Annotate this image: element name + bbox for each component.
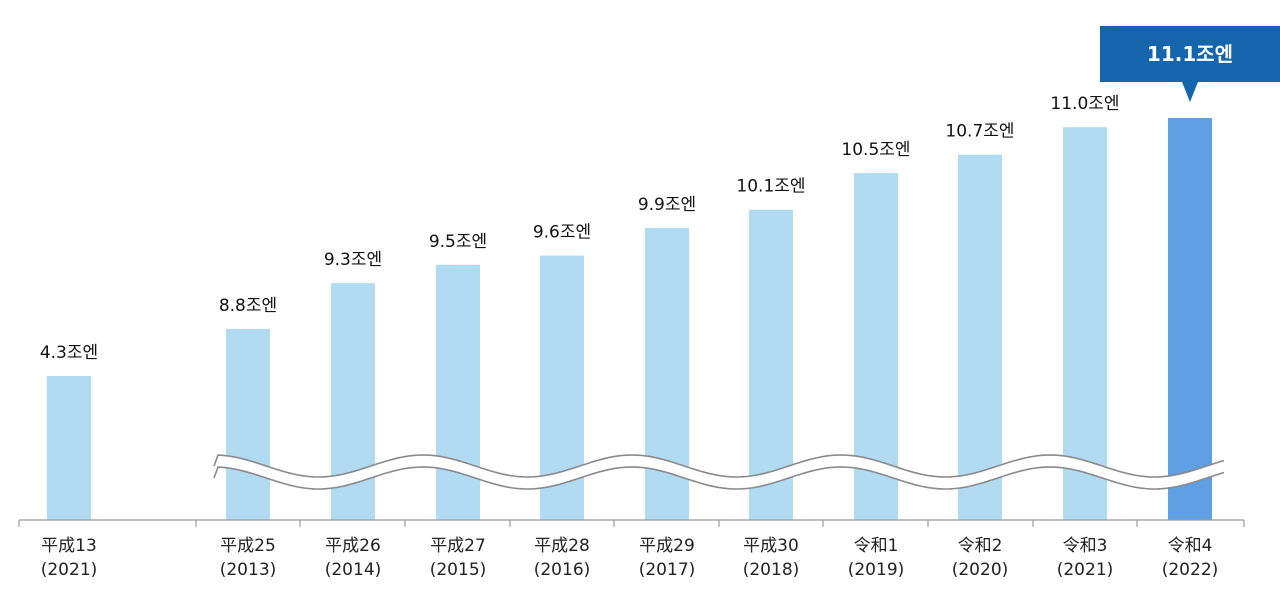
tick-label-3-line2: (2015) xyxy=(430,560,487,580)
axis-break xyxy=(208,454,1226,490)
tick-label-6-line2: (2018) xyxy=(743,560,800,580)
bar-8 xyxy=(958,154,1002,520)
value-label-0: 4.3조엔 xyxy=(40,343,98,363)
tick-label-7-line2: (2019) xyxy=(848,560,905,580)
tick-label-2-line1: 平成26 xyxy=(325,536,381,556)
tick-label-4-line2: (2016) xyxy=(534,560,591,580)
value-label-2: 9.3조엔 xyxy=(324,250,382,270)
bar-9 xyxy=(1063,127,1107,520)
tick-label-1-line2: (2013) xyxy=(220,560,277,580)
tick-label-6-line1: 平成30 xyxy=(743,536,799,556)
tick-label-9-line2: (2021) xyxy=(1057,560,1114,580)
break-band xyxy=(208,454,1226,490)
tick-label-10-line1: 令和4 xyxy=(1168,536,1213,556)
bar-1 xyxy=(226,329,270,520)
bar-3 xyxy=(436,264,480,520)
value-label-4: 9.6조엔 xyxy=(533,223,591,243)
tick-label-1-line1: 平成25 xyxy=(220,536,276,556)
value-labels: 4.3조엔 8.8조엔 9.3조엔 9.5조엔 9.6조엔 9.9조엔 10.1조엔 10.5… xyxy=(40,94,1120,363)
tick-label-5-line1: 平成29 xyxy=(639,536,695,556)
value-label-6: 10.1조엔 xyxy=(736,177,805,197)
break-line-bottom xyxy=(213,466,1225,490)
callout-value-label: 11.1조엔 xyxy=(1147,42,1233,66)
highlight-callout: 11.1조엔 xyxy=(1100,26,1280,102)
tick-label-5-line2: (2017) xyxy=(639,560,696,580)
tick-label-7-line1: 令和1 xyxy=(854,536,899,556)
break-line-top xyxy=(213,454,1225,478)
tick-label-9-line1: 令和3 xyxy=(1063,536,1108,556)
value-label-3: 9.5조엔 xyxy=(429,232,487,252)
value-label-7: 10.5조엔 xyxy=(841,140,910,160)
tick-label-2-line2: (2014) xyxy=(325,560,382,580)
tick-label-8-line1: 令和2 xyxy=(958,536,1003,556)
tick-labels: 平成13 (2021) 平成25 (2013) 平成26 (2014) 平成27 (2015)… xyxy=(41,536,1219,580)
value-label-8: 10.7조엔 xyxy=(945,122,1014,142)
tick-label-8-line2: (2020) xyxy=(952,560,1009,580)
callout-pointer xyxy=(1182,82,1198,102)
bar-10 xyxy=(1168,118,1212,520)
tick-label-3-line1: 平成27 xyxy=(430,536,486,556)
callout-box xyxy=(1100,26,1280,82)
bar-0 xyxy=(47,376,91,520)
value-label-1: 8.8조엔 xyxy=(219,296,277,316)
tick-label-4-line1: 平成28 xyxy=(534,536,590,556)
tick-label-10-line2: (2022) xyxy=(1162,560,1219,580)
value-label-9: 11.0조엔 xyxy=(1050,94,1119,114)
value-label-5: 9.9조엔 xyxy=(638,195,696,215)
tick-label-0-line1: 平成13 xyxy=(41,536,97,556)
tick-label-0-line2: (2021) xyxy=(41,560,98,580)
x-axis xyxy=(18,519,1245,527)
